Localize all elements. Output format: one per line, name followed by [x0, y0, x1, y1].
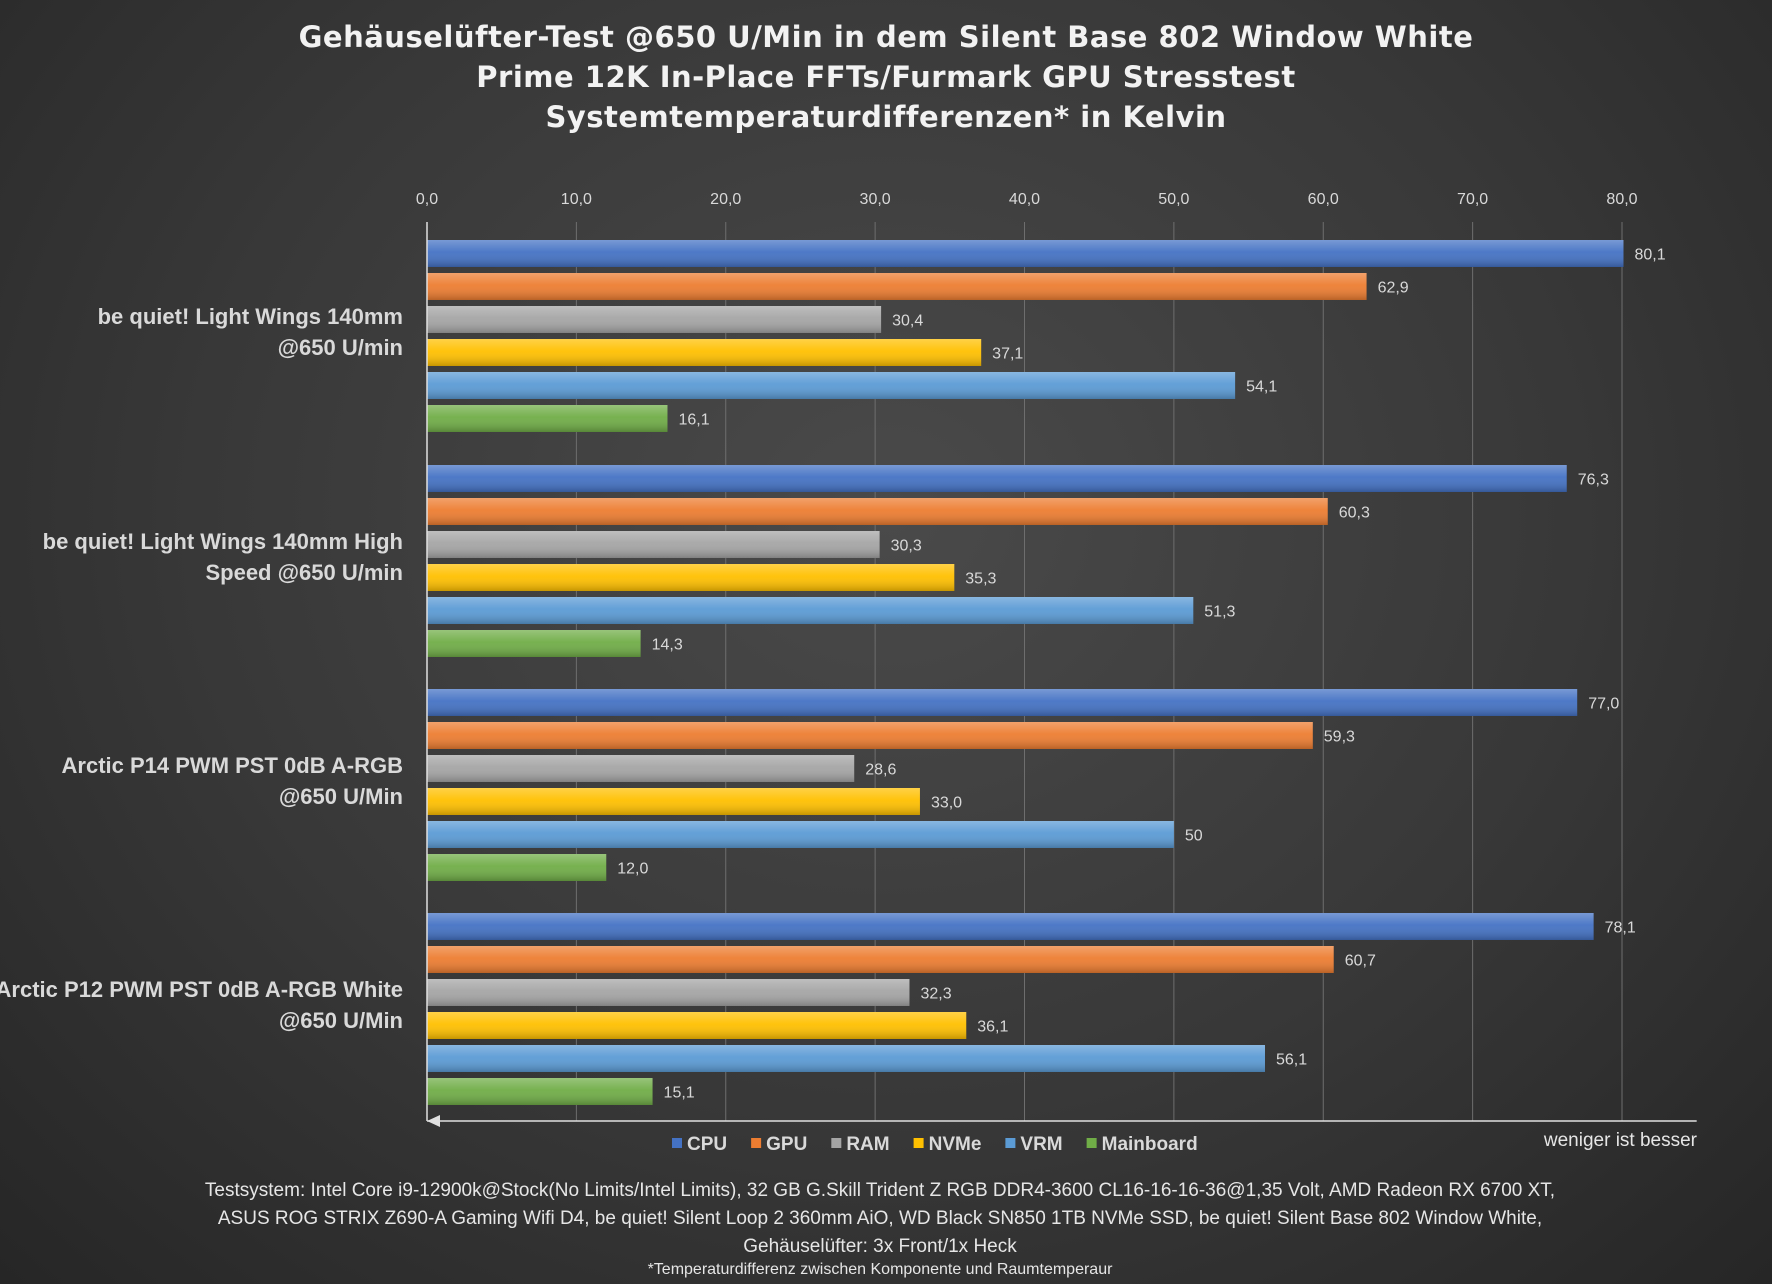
data-label: 77,0: [1588, 696, 1619, 713]
data-label: 76,3: [1578, 472, 1609, 489]
legend-entry: RAM: [846, 1134, 889, 1155]
bar-shade: [427, 564, 955, 591]
chart-title-line: Prime 12K In-Place FFTs/Furmark GPU Stre…: [476, 60, 1295, 94]
category-label: Arctic P14 PWM PST 0dB A-RGB: [62, 753, 403, 778]
bar-shade: [427, 689, 1578, 716]
footer-line: Testsystem: Intel Core i9-12900k@Stock(N…: [205, 1180, 1555, 1201]
x-tick-label: 30,0: [860, 191, 891, 208]
x-tick-label: 40,0: [1009, 191, 1040, 208]
legend-swatch: [831, 1138, 842, 1148]
footnote: *Temperaturdifferenz zwischen Komponente…: [648, 1261, 1114, 1278]
footer-line: Gehäuselüfter: 3x Front/1x Heck: [743, 1236, 1017, 1257]
legend-swatch: [913, 1138, 924, 1148]
bar-shade: [427, 597, 1194, 624]
data-label: 15,1: [664, 1085, 695, 1102]
data-labels: 80,1 62,9 30,4 37,1 54,1 16,1 76,3 60,3 30,3 35,3…: [617, 247, 1665, 1102]
x-tick-label: 10,0: [561, 191, 592, 208]
data-label: 35,3: [965, 571, 996, 588]
bar-shade: [427, 1045, 1265, 1072]
data-label: 16,1: [678, 412, 709, 429]
bar-shade: [427, 755, 855, 782]
data-label: 80,1: [1634, 247, 1665, 264]
x-tick-label: 0,0: [416, 191, 438, 208]
bar-shade: [427, 913, 1594, 940]
bar-shade: [427, 979, 910, 1006]
bar-shade: [427, 946, 1334, 973]
category-label: be quiet! Light Wings 140mm: [98, 304, 403, 329]
chart-title-line: Systemtemperaturdifferenzen* in Kelvin: [545, 100, 1226, 134]
category-labels: be quiet! Light Wings 140mm @650 U/min be …: [0, 304, 403, 1033]
legend-swatch: [1005, 1138, 1016, 1148]
bar-shade: [427, 372, 1236, 399]
bar-shade: [427, 273, 1367, 300]
legend: CPU GPU RAM NVMe VRM Mainboard: [672, 1134, 1198, 1155]
data-label: 59,3: [1324, 729, 1355, 746]
bar-shade: [427, 531, 880, 558]
category-label: be quiet! Light Wings 140mm High: [43, 529, 403, 554]
category-label: Arctic P12 PWM PST 0dB A-RGB White: [0, 977, 403, 1002]
data-label: 30,4: [892, 313, 923, 330]
bars: [427, 240, 1624, 1105]
x-tick-label: 60,0: [1308, 191, 1339, 208]
x-tick-label: 50,0: [1158, 191, 1189, 208]
data-label: 51,3: [1204, 604, 1235, 621]
bar-shade: [427, 821, 1174, 848]
x-axis-tick-labels: 0,0 10,0 20,0 30,0 40,0 50,0 60,0 70,0 80,0: [416, 191, 1638, 208]
data-label: 37,1: [992, 346, 1023, 363]
category-label: @650 U/min: [278, 335, 403, 360]
chart-title-line: Gehäuselüfter-Test @650 U/Min in dem Sil…: [299, 20, 1474, 54]
bar-shade: [427, 405, 668, 432]
legend-entry: GPU: [766, 1134, 807, 1155]
legend-entry: NVMe: [929, 1134, 982, 1155]
legend-swatch: [751, 1138, 762, 1148]
legend-entry: VRM: [1020, 1134, 1062, 1155]
gridlines: [575, 222, 1623, 1121]
chart-title: Gehäuselüfter-Test @650 U/Min in dem Sil…: [299, 20, 1474, 134]
bar-shade: [427, 630, 641, 657]
data-label: 78,1: [1605, 920, 1636, 937]
data-label: 54,1: [1246, 379, 1277, 396]
bar-shade: [427, 788, 920, 815]
data-label: 33,0: [931, 795, 962, 812]
data-label: 56,1: [1276, 1052, 1307, 1069]
category-label: @650 U/Min: [279, 1008, 403, 1033]
data-label: 32,3: [920, 986, 951, 1003]
axis-note: weniger ist besser: [1543, 1130, 1698, 1151]
bar-shade: [427, 498, 1328, 525]
data-label: 28,6: [865, 762, 896, 779]
legend-swatch: [1086, 1138, 1097, 1148]
bar-shade: [427, 1078, 653, 1105]
bar-shade: [427, 306, 882, 333]
data-label: 60,3: [1339, 505, 1370, 522]
legend-swatch: [672, 1138, 682, 1148]
data-label: 36,1: [977, 1019, 1008, 1036]
bar-shade: [427, 465, 1567, 492]
bar-shade: [427, 240, 1624, 267]
bar-shade: [427, 722, 1313, 749]
bar-shade: [427, 854, 607, 881]
axes: [426, 222, 1697, 1127]
bar-shade: [427, 1012, 967, 1039]
data-label: 60,7: [1345, 953, 1376, 970]
data-label: 14,3: [652, 637, 683, 654]
data-label: 12,0: [617, 861, 648, 878]
bar-shade: [427, 339, 982, 366]
data-label: 30,3: [891, 538, 922, 555]
category-label: @650 U/Min: [279, 784, 403, 809]
x-tick-label: 70,0: [1457, 191, 1488, 208]
footer-line: ASUS ROG STRIX Z690-A Gaming Wifi D4, be…: [218, 1208, 1542, 1229]
data-label: 50: [1185, 828, 1203, 845]
x-tick-label: 80,0: [1606, 191, 1637, 208]
data-label: 62,9: [1378, 280, 1409, 297]
legend-entry: Mainboard: [1102, 1134, 1198, 1155]
category-label: Speed @650 U/min: [205, 560, 403, 585]
x-tick-label: 20,0: [710, 191, 741, 208]
axis-arrow-icon: [427, 1115, 440, 1127]
legend-entry: CPU: [687, 1134, 727, 1155]
footer-notes: Testsystem: Intel Core i9-12900k@Stock(N…: [205, 1180, 1555, 1278]
